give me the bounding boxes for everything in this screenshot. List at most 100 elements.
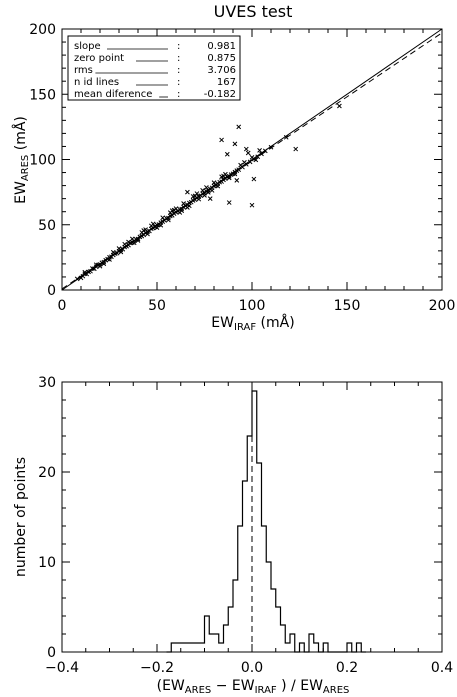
scatter-point (110, 249, 116, 255)
scatter-point (224, 151, 230, 157)
scatter-panel: UVES test 0 50 100 150 200 0 50 100 150 200 slope… (12, 2, 455, 333)
stats-colon: : (177, 65, 180, 76)
scatter-points (74, 103, 342, 282)
stats-colon: : (177, 41, 180, 52)
stats-label: n id lines (74, 77, 119, 88)
histogram-step-line (166, 390, 366, 653)
scatter-y-tick-label: 100 (29, 153, 56, 169)
scatter-point (173, 206, 179, 211)
scatter-x-axis-title: EWIRAF (mÅ) (211, 314, 294, 333)
histogram-x-tick-label: 0.4 (431, 660, 453, 676)
stats-label: mean diference (74, 89, 152, 100)
scatter-point (101, 261, 107, 267)
scatter-point (200, 187, 205, 193)
fit-line (61, 32, 443, 290)
histogram-x-tick-label: 0.0 (241, 660, 263, 676)
histogram-panel: −0.4 −0.2 0.0 0.2 0.4 0 10 20 30 (EWARES − EWIRA… (13, 375, 453, 696)
scatter-y-axis-title: EWARES (mÅ) (12, 116, 31, 204)
scatter-y-tick-label: 200 (29, 22, 56, 38)
scatter-x-tick-label: 0 (58, 298, 67, 314)
scatter-y-tick-label: 150 (29, 87, 56, 103)
stats-legend: slope: 0.981 zero point: 0.875 rms: 3.706 n id… (67, 35, 241, 101)
histogram-y-tick-label: 0 (47, 645, 56, 661)
scatter-point (205, 190, 211, 195)
scatter-point (107, 257, 112, 262)
scatter-point (226, 200, 232, 205)
histogram-steps (166, 390, 366, 653)
scatter-point (257, 148, 262, 153)
stats-colon: : (177, 77, 180, 88)
stats-colon: : (177, 53, 180, 64)
scatter-point (97, 263, 103, 269)
histogram-x-tick-label: −0.2 (140, 660, 174, 676)
scatter-point (160, 215, 166, 221)
stats-value: 167 (217, 77, 236, 88)
scatter-point (185, 189, 190, 195)
scatter-point (150, 221, 156, 227)
scatter-point (179, 208, 185, 214)
scatter-point (232, 141, 238, 147)
scatter-point (247, 159, 253, 165)
histogram-y-tick-label: 10 (38, 555, 56, 571)
histogram-ticks: −0.4 −0.2 0.0 0.2 0.4 0 10 20 30 (38, 375, 453, 676)
scatter-point (126, 239, 131, 245)
scatter-point (251, 176, 257, 182)
scatter-point (253, 157, 259, 163)
scatter-point (236, 124, 242, 130)
scatter-point (88, 268, 93, 274)
scatter-point (158, 222, 164, 228)
scatter-point (129, 236, 135, 242)
histogram-y-tick-label: 30 (38, 375, 56, 391)
scatter-point (135, 238, 141, 243)
scatter-point (219, 174, 224, 180)
scatter-point (192, 193, 198, 199)
scatter-x-tick-label: 150 (334, 298, 361, 314)
scatter-point (268, 144, 274, 150)
scatter-point (196, 196, 202, 202)
scatter-point (255, 154, 261, 160)
scatter-point (283, 134, 289, 140)
scatter-point (145, 231, 150, 237)
scatter-ticks: 0 50 100 150 200 0 50 100 150 200 (29, 22, 455, 314)
scatter-point (118, 249, 124, 255)
scatter-point (234, 178, 240, 183)
scatter-point (238, 162, 243, 168)
scatter-x-tick-label: 200 (429, 298, 456, 314)
scatter-point (116, 246, 122, 251)
scatter-y-tick-label: 50 (38, 218, 56, 234)
scatter-point (249, 155, 255, 160)
histogram-y-axis-title: number of points (13, 457, 29, 577)
scatter-point (167, 210, 173, 215)
scatter-point (243, 146, 249, 152)
scatter-x-tick-label: 50 (148, 298, 166, 314)
scatter-point (82, 269, 88, 275)
scatter-point (122, 241, 128, 247)
scatter-point (204, 185, 209, 190)
scatter-point (245, 150, 251, 156)
stats-value: 3.706 (207, 65, 236, 76)
scatter-point (249, 202, 255, 208)
scatter-point (202, 193, 207, 198)
stats-value: 0.875 (207, 53, 236, 64)
stats-label: rms (74, 65, 93, 76)
scatter-point (337, 103, 342, 109)
scatter-point (262, 148, 268, 154)
stats-value: 0.981 (207, 41, 236, 52)
stats-label: slope (74, 41, 101, 52)
scatter-point (154, 225, 160, 230)
scatter-title: UVES test (214, 2, 293, 21)
histogram-y-tick-label: 20 (38, 465, 56, 481)
histogram-x-tick-label: 0.2 (336, 660, 358, 676)
scatter-point (93, 262, 99, 268)
histogram-x-axis-title: (EWARES − EWIRAF ) / EWARES (157, 678, 350, 696)
stats-value: -0.182 (204, 89, 236, 100)
scatter-point (242, 160, 247, 165)
stats-label: zero point (74, 53, 124, 64)
stats-legend-rows: slope: 0.981 zero point: 0.875 rms: 3.706 n id… (74, 41, 236, 100)
scatter-point (166, 217, 171, 223)
scatter-point (131, 240, 137, 246)
scatter-point (226, 175, 232, 181)
stats-legend-box (67, 35, 241, 101)
scatter-point (181, 201, 186, 206)
